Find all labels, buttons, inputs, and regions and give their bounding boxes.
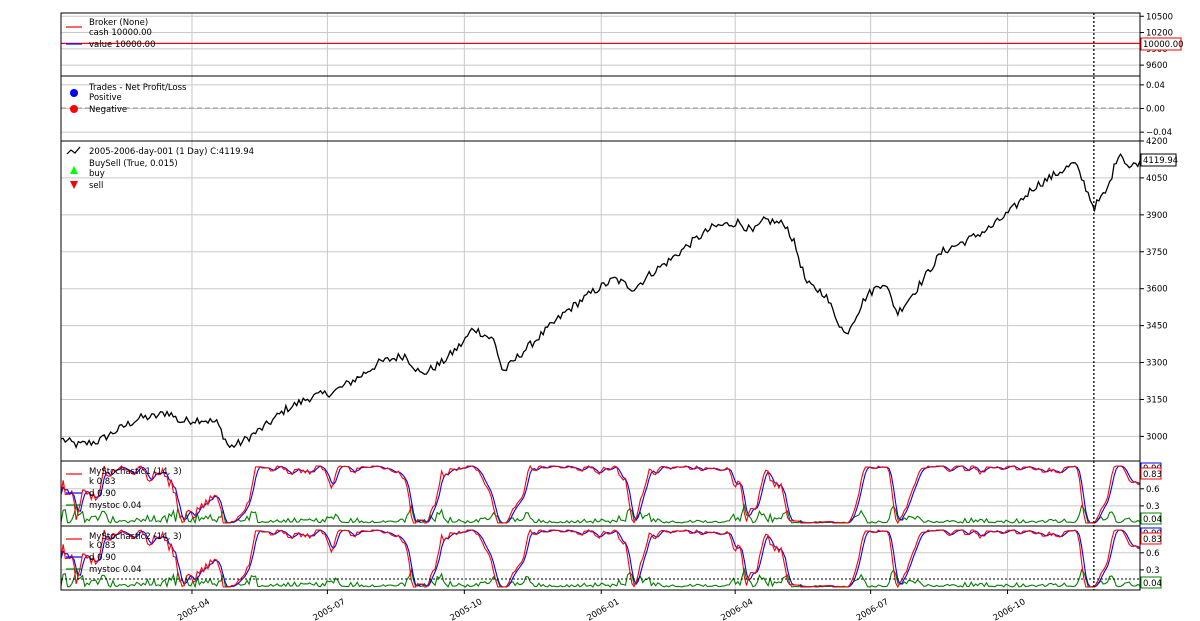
buy-marker-icon bbox=[70, 166, 78, 174]
k-tag-text: 0.83 bbox=[1143, 470, 1162, 480]
stochastic2-k-line bbox=[60, 528, 1141, 589]
legend-label: d 0.90 bbox=[89, 553, 116, 563]
last-price-tag: 4119.94 bbox=[1140, 153, 1178, 167]
stochastic1-y-ticks: 0.6 0.3 bbox=[1140, 485, 1160, 512]
sell-marker-icon bbox=[70, 181, 78, 189]
stochastic2-panel: 0.6 0.3 MyStochastic2 (14, 3) k 0.83 d 0.… bbox=[60, 525, 1162, 591]
legend-label: mystoc 0.04 bbox=[89, 501, 142, 511]
stochastic1-legend: MyStochastic1 (14, 3) k 0.83 d 0.90 myst… bbox=[66, 467, 182, 511]
trades-y-tick-label: 0.00 bbox=[1146, 105, 1165, 115]
mystoc-tag-text: 0.04 bbox=[1143, 515, 1162, 525]
value-tag: 10000.00 bbox=[1140, 37, 1184, 51]
broker-y-tick-label: 9600 bbox=[1146, 61, 1168, 71]
price-y-tick-label: 3900 bbox=[1146, 211, 1168, 221]
stochastic1-marks bbox=[60, 464, 1141, 525]
k-tag-box bbox=[1140, 467, 1162, 480]
stochastic2-y-tick-label: 0.3 bbox=[1146, 566, 1160, 576]
legend-label: value 10000.00 bbox=[89, 40, 155, 50]
broker-y-tick-label: 10500 bbox=[1146, 12, 1173, 22]
price-legend: 2005-2006-day-001 (1 Day) C:4119.94 BuyS… bbox=[66, 146, 254, 191]
mystoc-tag-box bbox=[1140, 576, 1162, 589]
trades-y-tick-label: 0.04 bbox=[1146, 81, 1165, 91]
negative-marker-icon bbox=[70, 105, 78, 113]
legend-label: Negative bbox=[89, 105, 127, 115]
price-y-tick-label: 3300 bbox=[1146, 359, 1168, 369]
broker-panel: 105001020099009600 Broker (None) cash 10… bbox=[60, 12, 1184, 77]
legend-label: MyStochastic1 (14, 3) bbox=[89, 467, 182, 477]
legend-label: Trades - Net Profit/Loss bbox=[88, 83, 187, 93]
price-y-tick-label: 3600 bbox=[1146, 285, 1168, 295]
price-panel: 4200 4050 3900 3750 3600 3450 3300 3150 3000 200… bbox=[60, 137, 1178, 462]
stochastic2-frame bbox=[60, 525, 1141, 591]
legend-label: buy bbox=[89, 169, 105, 179]
legend-label: k 0.83 bbox=[89, 477, 116, 487]
mystoc-tag-text: 0.04 bbox=[1143, 579, 1162, 589]
legend-label: cash 10000.00 bbox=[89, 28, 152, 38]
stochastic2-marks bbox=[60, 528, 1141, 589]
trades-legend: Trades - Net Profit/Loss Positive Negati… bbox=[70, 83, 187, 115]
stochastic1-tags: 0.90 0.83 0.04 bbox=[1140, 462, 1162, 525]
k-tag-text: 0.83 bbox=[1143, 535, 1162, 545]
k-tag-box bbox=[1140, 532, 1162, 545]
price-marks bbox=[60, 152, 1141, 450]
price-y-tick-label: 3000 bbox=[1146, 432, 1168, 442]
trades-panel: 0.04 0.00 −0.04 Trades - Net Profit/Loss P… bbox=[60, 75, 1172, 142]
last-price-tag-box bbox=[1140, 153, 1177, 167]
price-grid bbox=[61, 140, 1140, 461]
broker-grid bbox=[61, 13, 1140, 76]
stochastic2-legend: MyStochastic2 (14, 3) k 0.83 d 0.90 myst… bbox=[66, 532, 182, 575]
legend-label: mystoc 0.04 bbox=[89, 565, 142, 575]
stochastic1-y-tick-label: 0.6 bbox=[1146, 485, 1160, 495]
positive-marker-icon bbox=[70, 89, 78, 97]
stochastic1-mystoc-line bbox=[60, 503, 1141, 525]
stochastic1-y-tick-label: 0.3 bbox=[1146, 502, 1160, 512]
legend-label: BuySell (True, 0.015) bbox=[89, 159, 178, 169]
price-y-tick-label: 4050 bbox=[1146, 174, 1168, 184]
legend-label: Positive bbox=[89, 93, 122, 103]
stochastic2-mystoc-line bbox=[60, 567, 1141, 589]
legend-label: sell bbox=[89, 181, 103, 191]
value-tag-text: 10000.00 bbox=[1143, 40, 1184, 50]
legend-line-price-icon bbox=[66, 146, 81, 155]
price-y-tick-label: 3150 bbox=[1146, 395, 1168, 405]
value-tag-box bbox=[1140, 37, 1182, 51]
price-line bbox=[60, 152, 1141, 450]
stochastic2-tags: 0.90 0.83 0.04 bbox=[1140, 527, 1162, 589]
legend-label: Broker (None) bbox=[89, 18, 148, 28]
broker-y-tick-label: 10200 bbox=[1146, 29, 1173, 39]
price-y-tick-label: 3750 bbox=[1146, 248, 1168, 258]
trades-y-tick-label: −0.04 bbox=[1146, 128, 1172, 138]
price-y-ticks: 4200 4050 3900 3750 3600 3450 3300 3150 3000 bbox=[1140, 137, 1168, 442]
mystoc-tag-box bbox=[1140, 512, 1162, 525]
last-price-tag-text: 4119.94 bbox=[1143, 156, 1178, 166]
stochastic1-grid bbox=[61, 461, 1140, 526]
price-y-tick-label: 3450 bbox=[1146, 322, 1168, 332]
stochastic2-y-tick-label: 0.6 bbox=[1146, 549, 1160, 559]
legend-label: MyStochastic2 (14, 3) bbox=[89, 532, 182, 542]
price-y-tick-label: 4200 bbox=[1146, 137, 1168, 147]
stochastic1-k-line bbox=[60, 464, 1141, 525]
stochastic2-y-ticks: 0.6 0.3 bbox=[1140, 549, 1160, 576]
legend-label: d 0.90 bbox=[89, 489, 116, 499]
broker-legend: Broker (None) cash 10000.00 value 10000.… bbox=[66, 18, 155, 50]
trades-y-ticks: 0.04 0.00 −0.04 bbox=[1140, 81, 1172, 138]
legend-label: 2005-2006-day-001 (1 Day) C:4119.94 bbox=[89, 147, 254, 157]
legend-label: k 0.83 bbox=[89, 541, 116, 551]
